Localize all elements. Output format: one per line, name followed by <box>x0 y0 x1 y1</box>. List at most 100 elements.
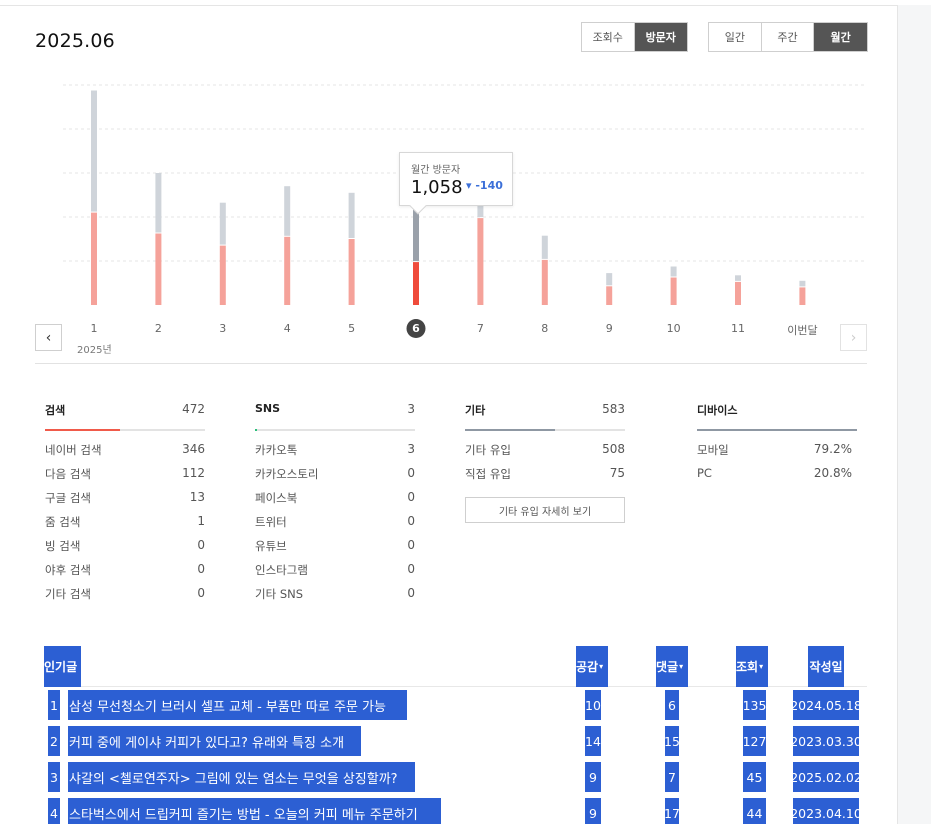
post-likes: 9 <box>585 762 601 792</box>
stat-row-label: 카카오톡 <box>255 443 298 457</box>
post-comments: 7 <box>665 762 679 792</box>
bar-part[interactable] <box>413 262 419 305</box>
post-rank: 4 <box>48 798 60 824</box>
prev-period-button[interactable]: ‹ <box>35 324 62 351</box>
bar-total[interactable] <box>413 188 419 262</box>
stat-sns-title: SNS <box>255 402 281 415</box>
stat-sns: SNS 3 카카오톡 3 카카오스토리 0 페이스북 0 트위터 0 유튜브 0 인스타그램 0 기타 … <box>255 402 415 610</box>
stat-row: 페이스북 0 <box>255 490 415 514</box>
stat-row-label: 페이스북 <box>255 491 298 505</box>
stat-row-label: 야후 검색 <box>45 563 91 577</box>
date-header: 작성일 <box>808 646 844 687</box>
bar-total[interactable] <box>606 273 613 286</box>
bar-part[interactable] <box>348 239 355 305</box>
etc-detail-button[interactable]: 기타 유입 자세히 보기 <box>465 497 625 523</box>
stat-sns-bar <box>255 429 415 431</box>
stat-row-value: 0 <box>407 490 415 504</box>
likes-sort-header[interactable]: 공감 ▾ <box>576 646 608 687</box>
comments-sort-header[interactable]: 댓글 ▾ <box>656 646 688 687</box>
bar-total[interactable] <box>91 90 97 212</box>
stat-row: 줌 검색 1 <box>45 514 205 538</box>
tab-views[interactable]: 조회수 <box>582 23 635 51</box>
bar-total[interactable] <box>155 173 162 233</box>
bar-part[interactable] <box>219 245 226 305</box>
bar-part[interactable] <box>670 277 677 306</box>
views-sort-header[interactable]: 조회 ▾ <box>736 646 768 687</box>
stat-etc-bar-fill <box>465 429 555 431</box>
post-date: 2025.02.02 <box>790 762 862 792</box>
stat-row-value: 79.2% <box>813 442 852 456</box>
stat-row-label: 기타 검색 <box>45 587 91 601</box>
x-axis-label[interactable]: 9 <box>605 322 613 335</box>
post-title-link[interactable]: 스타벅스에서 드립커피 즐기는 방법 - 오늘의 커피 메뉴 주문하기 <box>68 798 441 824</box>
stat-row: 기타 SNS 0 <box>255 586 415 610</box>
stat-row-label: 인스타그램 <box>255 563 308 577</box>
stat-row-value: 0 <box>407 514 415 528</box>
bar-total[interactable] <box>799 280 806 287</box>
x-axis-label[interactable]: 1 <box>90 322 98 335</box>
x-axis-label[interactable]: 4 <box>283 322 291 335</box>
stat-row-value: 0 <box>407 562 415 576</box>
post-title-link[interactable]: 샤갈의 <첼로연주자> 그림에 있는 염소는 무엇을 상징할까? <box>68 762 415 792</box>
x-axis-label[interactable]: 2 <box>154 322 162 335</box>
tab-visitors[interactable]: 방문자 <box>634 23 687 51</box>
stat-row-value: 0 <box>197 538 205 552</box>
stat-row: 카카오톡 3 <box>255 442 415 466</box>
visitor-chart <box>35 70 867 370</box>
bar-total[interactable] <box>670 266 677 277</box>
stat-row-label: 빙 검색 <box>45 539 81 553</box>
x-axis-label[interactable]: 이번달 <box>787 324 818 337</box>
stat-row: 기타 검색 0 <box>45 586 205 610</box>
x-axis-label[interactable]: 10 <box>666 322 681 335</box>
tab-daily[interactable]: 일간 <box>709 23 762 51</box>
stat-device: 디바이스 모바일 79.2% PC 20.8% <box>697 402 857 490</box>
x-axis-label[interactable]: 3 <box>219 322 227 335</box>
bar-total[interactable] <box>284 186 291 236</box>
table-row: 2 커피 중에 게이샤 커피가 있다고? 유래와 특징 소개 14 15 127 2023… <box>44 723 867 759</box>
stat-etc-bar <box>465 429 625 431</box>
stat-row-value: 75 <box>609 466 625 480</box>
stat-row-value: 508 <box>602 442 625 456</box>
post-date: 2023.03.30 <box>790 726 862 756</box>
tab-monthly[interactable]: 월간 <box>814 23 867 51</box>
stat-row-value: 346 <box>182 442 205 456</box>
tab-weekly[interactable]: 주간 <box>761 23 815 51</box>
metric-toggle: 조회수 방문자 <box>581 22 688 52</box>
bar-part[interactable] <box>735 281 741 305</box>
bar-total[interactable] <box>541 235 548 259</box>
stat-etc: 기타 583 기타 유입 508 직접 유입 75 기타 유입 자세히 보기 <box>465 402 625 523</box>
bar-part[interactable] <box>477 218 484 305</box>
next-period-button[interactable]: › <box>840 324 867 351</box>
x-axis-label[interactable]: 11 <box>731 322 745 335</box>
stat-row: 카카오스토리 0 <box>255 466 415 490</box>
post-likes: 9 <box>585 798 601 824</box>
bar-total[interactable] <box>735 275 741 281</box>
x-axis-label[interactable]: 7 <box>476 322 484 335</box>
bar-part[interactable] <box>155 233 162 306</box>
bar-total[interactable] <box>219 202 226 245</box>
bar-part[interactable] <box>799 287 806 305</box>
post-rank: 1 <box>48 690 60 720</box>
stat-device-bar-fill <box>697 429 857 431</box>
period-toggle: 일간 주간 월간 <box>708 22 868 52</box>
x-axis-label[interactable]: 8 <box>541 322 549 335</box>
post-comments: 6 <box>665 690 679 720</box>
sort-caret-icon: ▾ <box>679 662 684 671</box>
popular-posts-table: 인기글 공감 ▾ 댓글 ▾ 조회 ▾ 작성일 1 삼성 무선청소기 브러시 셀프 교체 … <box>44 646 867 824</box>
bar-part[interactable] <box>606 286 613 305</box>
x-axis-label[interactable]: 6 <box>406 319 426 338</box>
sort-caret-icon: ▾ <box>599 662 604 671</box>
bar-part[interactable] <box>91 212 97 305</box>
x-axis-label[interactable]: 5 <box>348 322 356 335</box>
sort-caret-icon: ▾ <box>759 662 764 671</box>
bar-part[interactable] <box>284 236 291 305</box>
views-header-label: 조회 <box>736 660 759 674</box>
post-date: 2024.05.18 <box>790 690 862 720</box>
post-title-link[interactable]: 삼성 무선청소기 브러시 셀프 교체 - 부품만 따로 주문 가능 <box>68 690 407 720</box>
bar-total[interactable] <box>348 192 355 238</box>
popular-title-header: 인기글 <box>44 646 81 687</box>
stat-row-value: 0 <box>407 586 415 600</box>
stat-row-value: 0 <box>407 538 415 552</box>
post-title-link[interactable]: 커피 중에 게이샤 커피가 있다고? 유래와 특징 소개 <box>68 726 361 756</box>
bar-part[interactable] <box>541 259 548 305</box>
